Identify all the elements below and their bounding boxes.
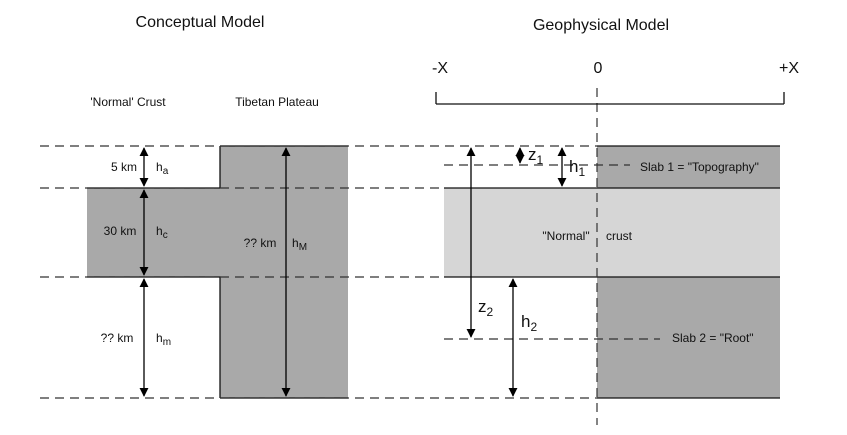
geo-slab1-block	[597, 146, 780, 188]
slab2-label: Slab 2 = "Root"	[672, 331, 754, 345]
axis-zero: 0	[594, 60, 603, 77]
axis-plus-x: +X	[779, 60, 799, 77]
plateau-block	[220, 146, 348, 398]
hm-thickness: ?? km	[101, 331, 134, 345]
normal-crust-label: 'Normal' Crust	[90, 95, 166, 109]
z2-label: z2	[478, 297, 494, 319]
axis-minus-x: -X	[432, 60, 448, 77]
ha-thickness: 5 km	[111, 160, 137, 174]
h2-label: h2	[521, 312, 537, 334]
conceptual-title: Conceptual Model	[136, 14, 265, 31]
ha-label: ha	[156, 160, 169, 177]
hM-thickness: ?? km	[244, 236, 277, 250]
slab1-label: Slab 1 = "Topography"	[640, 160, 759, 174]
hc-thickness: 30 km	[104, 224, 137, 238]
hm-label: hm	[156, 331, 171, 348]
h1-label: h1	[569, 157, 585, 179]
geophysical-title: Geophysical Model	[533, 17, 669, 34]
normal-label: "Normal"	[542, 229, 589, 243]
hc-label: hc	[156, 224, 168, 241]
tibetan-plateau-label: Tibetan Plateau	[235, 95, 319, 109]
hM-label: hM	[292, 236, 307, 253]
x-axis	[435, 92, 785, 105]
z1-label: z1	[528, 145, 544, 167]
geo-normal-crust-block	[444, 188, 780, 277]
crust-label: crust	[606, 229, 633, 243]
geo-slab2-block	[597, 277, 780, 398]
normal-crust-block	[87, 188, 220, 277]
